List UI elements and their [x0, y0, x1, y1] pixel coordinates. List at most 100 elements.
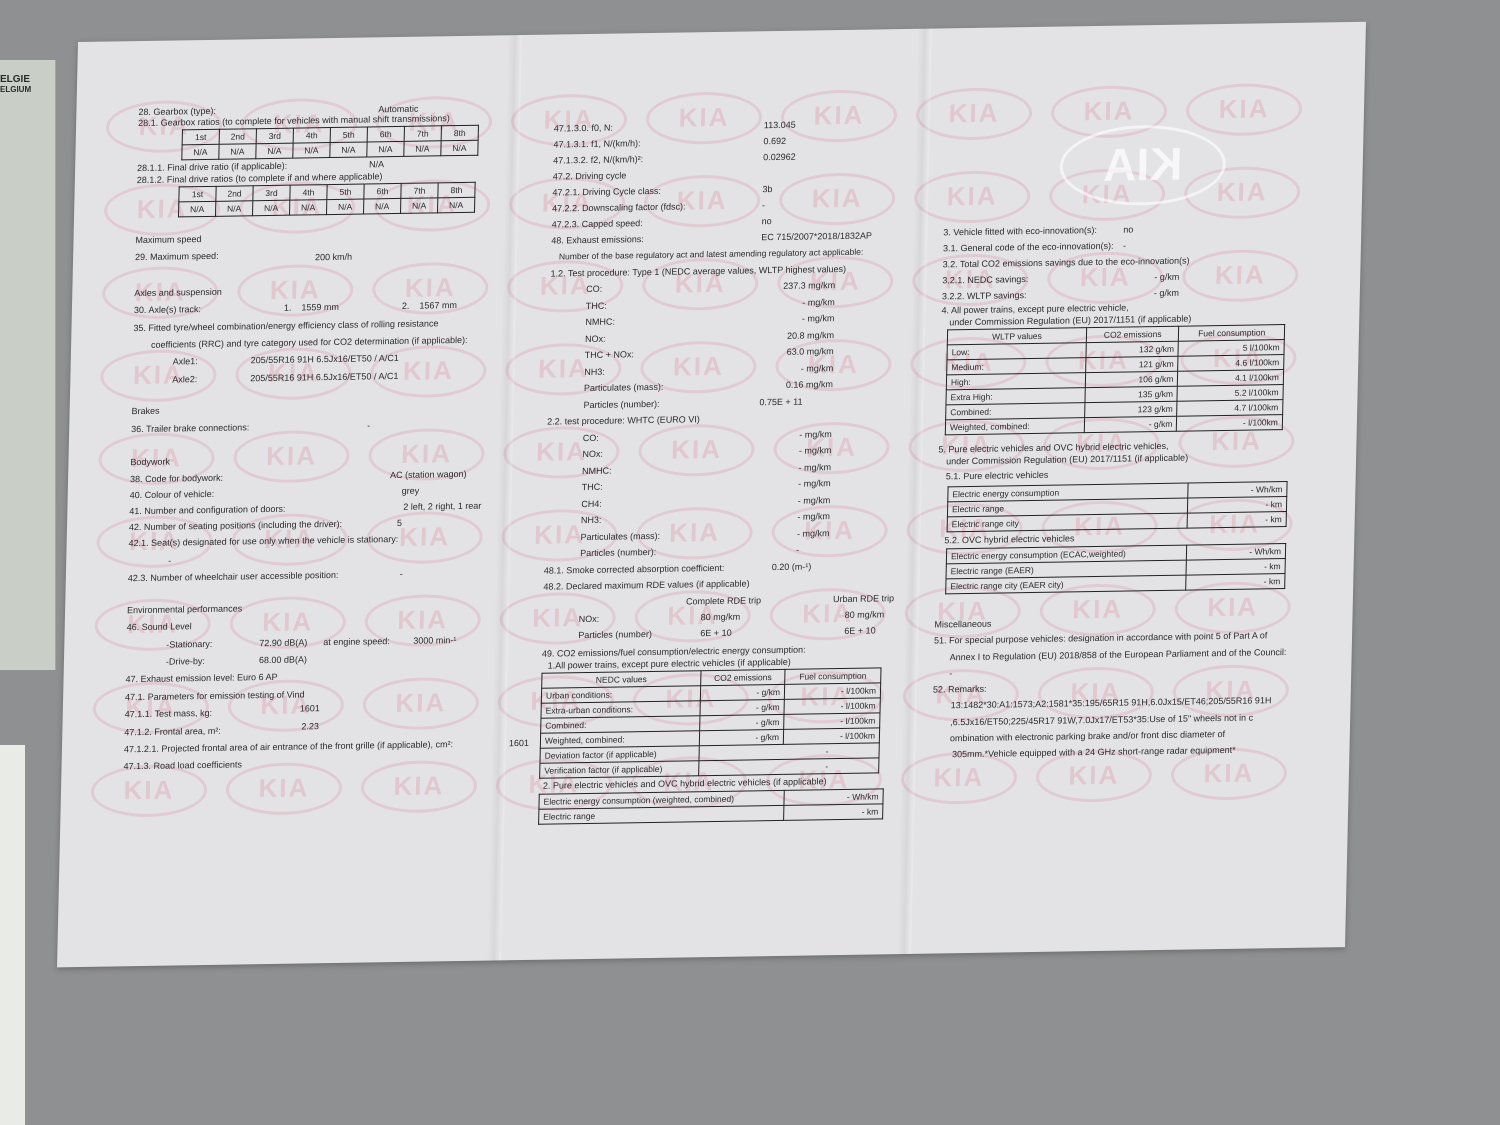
axle-track-1: 1. 1559 mm	[283, 302, 340, 313]
bodywork-rows: 38. Code for bodywork: AC (station wagon)…	[129, 466, 490, 536]
gear-ratio-value: N/A	[437, 197, 475, 213]
bodywork-row-label: 40. Colour of vehicle:	[129, 489, 215, 501]
param-row-label: 48. Exhaust emissions:	[551, 234, 644, 246]
driveby-label: -Drive-by:	[165, 655, 206, 667]
type1-row-value: 0.75E + 11	[759, 396, 803, 407]
whtc-row-value: - mg/km	[797, 511, 831, 522]
nedc-table: NEDC values CO2 emissions Fuel consumption…	[539, 667, 882, 778]
smoke-value: 0.20 (m-¹)	[771, 560, 812, 572]
type1-row-label: Particulates (mass):	[583, 381, 664, 394]
engine-speed-label: at engine speed:	[323, 635, 390, 647]
ovc-row-label: Electric range city (EAER city)	[945, 575, 1187, 594]
gear-ratio-value: N/A	[403, 140, 442, 157]
smoke-label: 48.1. Smoke corrected absorption coeffic…	[543, 562, 725, 576]
bodywork-row-value: grey	[401, 486, 420, 497]
gear-header: 6th	[367, 126, 405, 142]
gear-ratio-value: N/A	[255, 143, 294, 159]
wltp-row-label: Weighted, combined:	[945, 417, 1085, 435]
remarks: 13:1482*30:A1:1573;A2:1581*35:195/65R15 …	[931, 692, 1292, 763]
gear-ratio-value: N/A	[178, 201, 216, 217]
wltp-table: WLTP values CO2 emissions Fuel consumption…	[945, 324, 1285, 435]
whtc-row-label: THC:	[581, 481, 603, 493]
emission-params-rows: 47.1.3.0. f0, N: 113.045 47.1.3.1. f1, N/(…	[551, 115, 909, 249]
stationary-label: -Stationary:	[166, 638, 213, 650]
eco-row-label: 3.1. General code of the eco-innovation(…	[942, 240, 1114, 254]
nedc-row-co2: - g/km	[699, 728, 784, 746]
gear-header: 3rd	[256, 128, 294, 144]
wltp-row-fuel: 5.2 l/100km	[1177, 384, 1284, 402]
test-mass-value: 1601	[299, 703, 320, 714]
gear-header: 1st	[178, 186, 217, 202]
gear-header: 2nd	[215, 185, 254, 202]
gear-header: 5th	[326, 184, 365, 200]
kia-watermark: KIA	[913, 170, 1031, 224]
pev-row-label: Electric range	[538, 804, 784, 824]
type1-row-label: Particles (number):	[583, 398, 660, 410]
whtc-row-value: - mg/km	[796, 527, 830, 539]
gear-header: 4th	[293, 127, 331, 144]
type1-row-label: NOx:	[584, 333, 606, 344]
driveby-value: 68.00 dB(A)	[258, 654, 308, 666]
verification-value: -	[698, 757, 879, 776]
gear-ratio-value: N/A	[252, 200, 290, 216]
pev-row-value: - Wh/km	[783, 788, 884, 805]
side-card-text-1: ELGIE	[0, 74, 31, 85]
max-speed-value: 200 km/h	[314, 252, 353, 263]
eco-row-label: 3.2. Total CO2 emissions savings due to …	[942, 255, 1190, 270]
rde-urban-value: 6E + 10	[844, 625, 876, 636]
grille-area-value: 1601	[508, 737, 530, 749]
wltp-row-co2: 121 g/km	[1085, 356, 1179, 373]
param-row-label: 47.2.3. Capped speed:	[551, 218, 643, 230]
rde-complete-value: 80 mg/km	[700, 611, 741, 622]
wltp-row-co2: 123 g/km	[1084, 401, 1178, 418]
rde-urban-value: 80 mg/km	[844, 608, 885, 620]
eco-innovation-rows: 3. Vehicle fitted with eco-innovation(s)…	[942, 219, 1304, 305]
type1-row-label: NH3:	[584, 366, 605, 377]
eco-row-value: -	[1122, 240, 1127, 251]
type1-row-value: 63.0 mg/km	[786, 346, 834, 357]
gear-ratio-value: N/A	[218, 143, 257, 160]
bodywork-row-value: 5	[396, 518, 403, 529]
rde-header-complete: Complete RDE trip	[685, 594, 762, 606]
param-row-value: no	[761, 216, 772, 227]
watermark-layer: KIA KIA KIA KIA KIA KIA KIA KIA KIA KIA KIA KIA KIA K…	[78, 22, 1366, 818]
nedc-header: Fuel consumption	[784, 667, 882, 684]
wheelchair-value: -	[399, 569, 403, 580]
type1-row-label: THC + NOx:	[584, 349, 635, 361]
kia-watermark: KIA	[1185, 82, 1303, 137]
gear-header: 7th	[404, 125, 442, 142]
param-row-value: 113.045	[763, 119, 796, 131]
gearbox-ratios-table: 1st 2nd 3rd 4th 5th 6th 7th 8th N/A N/A N/A N/A N/A N…	[181, 125, 479, 161]
param-row-value: 0.692	[763, 135, 787, 147]
engine-speed-value: 3000 min-¹	[413, 634, 457, 646]
axle1-label: Axle1:	[172, 356, 198, 367]
param-row-label: 47.2. Driving cycle	[552, 170, 627, 182]
axle-track-2: 2. 1567 mm	[401, 300, 458, 312]
final-drive-label: 28.1.1. Final drive ratio (if applicable…	[137, 160, 288, 174]
param-row-label: 47.1.3.2. f2, N/(km/h)²:	[553, 154, 644, 166]
eco-row-value: no	[1123, 224, 1134, 235]
side-card: ELGIE ELGIUM	[0, 60, 56, 670]
eco-row-value: - g/km	[1154, 271, 1180, 283]
gear-ratio-value: N/A	[181, 144, 220, 160]
pev-table: Electric energy consumption (weighted, c…	[538, 788, 884, 824]
frontal-area-value: 2.23	[301, 720, 320, 732]
type1-row-value: 0.16 mg/km	[785, 379, 834, 390]
whtc-row-value: -	[796, 544, 800, 555]
axle2-value: 205/55R16 91H 6.5Jx16/ET50 / A/C1	[250, 370, 399, 384]
axle-track-label: 30. Axle(s) track:	[133, 304, 202, 316]
eco-row-label: 3. Vehicle fitted with eco-innovation(s)…	[943, 224, 1098, 238]
side-card-text-2: ELGIUM	[0, 85, 32, 94]
nedc-row-fuel: - l/100km	[784, 697, 881, 714]
gear-header: 8th	[437, 182, 476, 198]
type1-row-value: - mg/km	[800, 362, 834, 374]
gear-header: 1st	[182, 129, 220, 145]
eco-row-value: - g/km	[1153, 287, 1180, 299]
pure-ev-row-value: - Wh/km	[1187, 481, 1288, 499]
wltp-row-fuel: - l/100km	[1176, 414, 1283, 432]
verification-label: Verification factor (if applicable)	[539, 760, 699, 778]
whtc-row-value: - mg/km	[798, 461, 832, 473]
ovc-row-value: - Wh/km	[1186, 543, 1286, 561]
param-row-value: 3b	[762, 184, 773, 195]
trailer-brake-label: 36. Trailer brake connections:	[131, 421, 250, 434]
